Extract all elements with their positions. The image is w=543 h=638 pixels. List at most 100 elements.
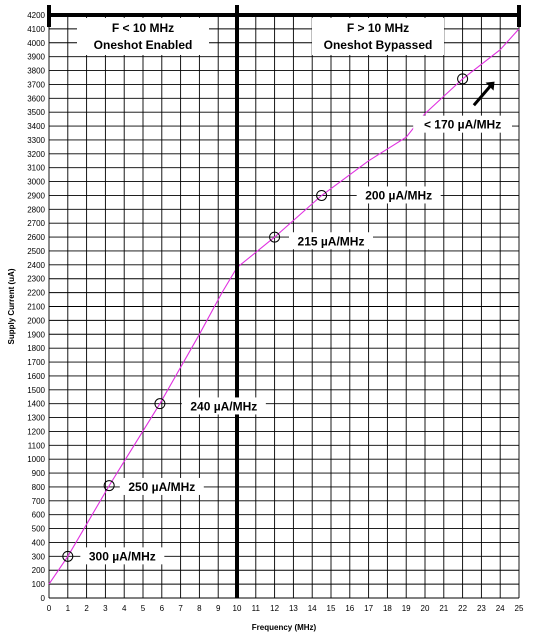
data-point-marker: [154, 398, 166, 410]
x-tick-label: 2: [84, 604, 89, 613]
x-tick-label: 19: [402, 604, 411, 613]
y-tick-label: 600: [32, 511, 46, 520]
slope-annotation: < 170 µA/MHz: [424, 118, 501, 132]
x-tick-label: 15: [327, 604, 336, 613]
annotation-bg: [289, 232, 373, 250]
x-tick-label: 4: [122, 604, 127, 613]
x-tick-label: 21: [439, 604, 448, 613]
annotation-bg: [181, 397, 266, 415]
y-tick-label: 2200: [27, 289, 45, 298]
y-tick-label: 700: [32, 497, 46, 506]
y-tick-label: 900: [32, 469, 46, 478]
x-tick-label: 8: [197, 604, 202, 613]
y-tick-label: 0: [41, 594, 46, 603]
y-tick-label: 2400: [27, 261, 45, 270]
y-tick-label: 1300: [27, 414, 45, 423]
frame: [47, 5, 521, 598]
y-tick-label: 3800: [27, 67, 45, 76]
region-label-line2: Oneshot Bypassed: [324, 38, 433, 52]
region-label-line1: F > 10 MHz: [347, 21, 409, 35]
y-tick-label: 1100: [28, 441, 46, 450]
annotations: F < 10 MHz Oneshot Enabled F > 10 MHz Onesh…: [77, 18, 512, 565]
y-tick-label: 2600: [27, 233, 45, 242]
y-tick-label: 1200: [27, 427, 45, 436]
y-tick-label: 4200: [27, 11, 45, 20]
x-tick-label: 20: [421, 604, 430, 613]
y-tick-label: 1500: [27, 386, 45, 395]
markers: [62, 73, 469, 562]
y-tick-label: 2000: [27, 316, 45, 325]
y-tick-label: 3000: [27, 178, 45, 187]
y-tick-label: 1000: [27, 455, 45, 464]
x-tick-label: 18: [383, 604, 392, 613]
region-label-bg: [77, 18, 209, 55]
y-tick-label: 3300: [27, 136, 45, 145]
y-tick-label: 2500: [27, 247, 45, 256]
y-axis-label: Supply Current (uA): [7, 268, 16, 344]
y-tick-label: 1700: [27, 358, 45, 367]
tick-labels: 0 1 2 3 4 5 6 7 8 9 10 11 12 13 14 15 16 17 18 19 20 21 22 23 24…: [27, 11, 524, 613]
data-point-marker: [103, 480, 115, 492]
y-tick-label: 200: [32, 566, 46, 575]
y-tick-label: 1900: [27, 330, 45, 339]
data-point-marker: [62, 550, 74, 562]
slope-annotation: 215 µA/MHz: [298, 234, 365, 248]
data-point-marker: [457, 73, 469, 85]
x-tick-label: 0: [47, 604, 52, 613]
y-tick-label: 3500: [27, 108, 45, 117]
annotation-bg: [119, 477, 204, 495]
y-tick-label: 3400: [27, 122, 45, 131]
region-label-line2: Oneshot Enabled: [94, 38, 193, 52]
x-tick-label: 17: [364, 604, 373, 613]
supply-current-line: [48, 28, 520, 585]
x-tick-label: 1: [66, 604, 71, 613]
data-point-marker: [316, 189, 328, 201]
x-tick-label: 5: [141, 604, 146, 613]
slope-annotation: 200 µA/MHz: [365, 188, 432, 202]
series: [48, 28, 520, 585]
x-tick-label: 9: [216, 604, 221, 613]
arrow-shaft: [472, 83, 493, 107]
y-tick-label: 400: [32, 538, 46, 547]
x-tick-label: 12: [270, 604, 279, 613]
slope-annotation: 240 µA/MHz: [190, 399, 257, 413]
y-tick-label: 2900: [27, 191, 45, 200]
annotation-bg: [80, 547, 165, 565]
slope-annotation: 300 µA/MHz: [89, 549, 156, 563]
x-tick-label: 11: [252, 604, 261, 613]
y-tick-label: 1800: [27, 344, 45, 353]
arrow-head: [485, 81, 495, 91]
x-tick-label: 7: [178, 604, 183, 613]
annotation-bg: [356, 186, 441, 204]
y-tick-label: 2100: [27, 303, 45, 312]
y-tick-label: 1600: [27, 372, 45, 381]
x-tick-label: 24: [496, 604, 505, 613]
x-tick-label: 25: [515, 604, 524, 613]
x-tick-label: 6: [160, 604, 165, 613]
x-tick-label: 22: [458, 604, 467, 613]
y-tick-label: 800: [32, 483, 46, 492]
y-tick-label: 2300: [27, 275, 45, 284]
y-tick-label: 2700: [27, 219, 45, 228]
x-tick-label: 3: [103, 604, 108, 613]
region-label-bg: [312, 18, 444, 55]
y-tick-label: 4000: [27, 39, 45, 48]
y-tick-label: 500: [32, 525, 46, 534]
grid: [48, 14, 520, 599]
y-tick-label: 1400: [27, 400, 45, 409]
x-tick-label: 23: [477, 604, 486, 613]
x-tick-label: 14: [308, 604, 317, 613]
y-tick-label: 3600: [27, 94, 45, 103]
x-tick-label: 10: [233, 604, 242, 613]
y-tick-label: 3200: [27, 150, 45, 159]
y-tick-label: 3900: [27, 53, 45, 62]
y-tick-label: 300: [32, 552, 46, 561]
y-tick-label: 3700: [27, 80, 45, 89]
x-tick-label: 13: [289, 604, 298, 613]
data-point-marker: [269, 231, 281, 243]
x-tick-label: 16: [345, 604, 354, 613]
x-axis-label: Frequency (MHz): [252, 623, 317, 632]
y-tick-label: 2800: [27, 205, 45, 214]
y-tick-label: 4100: [27, 25, 45, 34]
